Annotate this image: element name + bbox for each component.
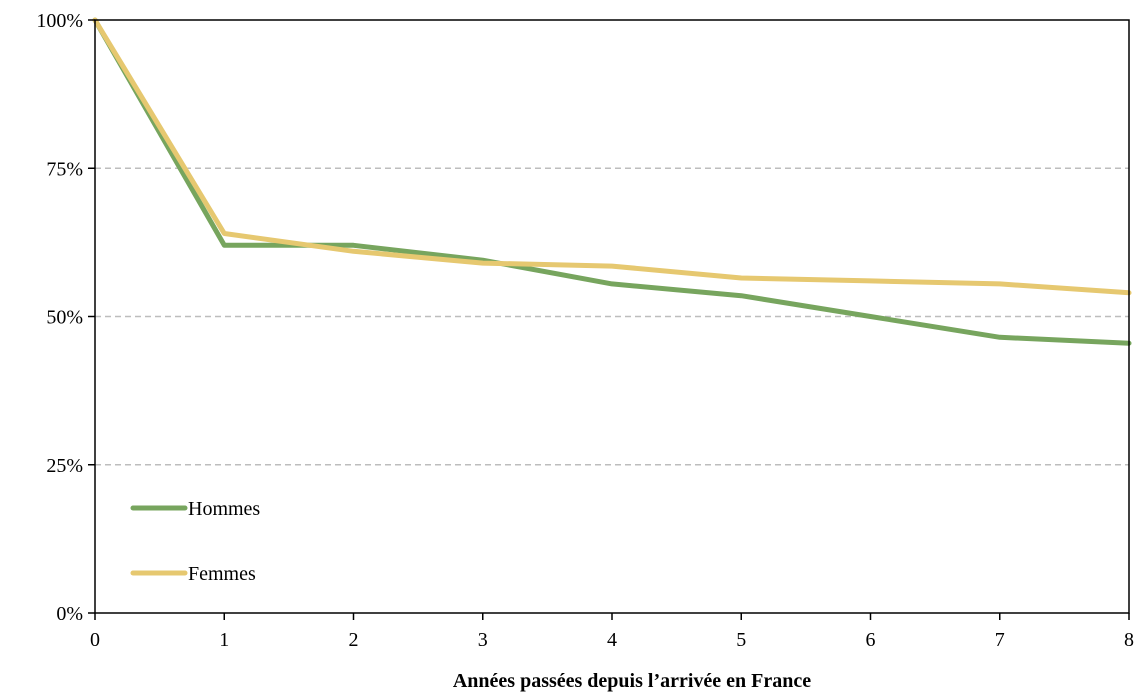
y-tick-label: 100% xyxy=(36,10,83,32)
x-tick-label: 6 xyxy=(866,629,876,651)
x-tick-label: 7 xyxy=(995,629,1005,651)
series-lines xyxy=(92,17,1132,346)
x-tick-label: 8 xyxy=(1124,629,1134,651)
x-tick-label: 3 xyxy=(478,629,488,651)
legend-label-femmes: Femmes xyxy=(188,563,256,585)
y-tick-label: 25% xyxy=(46,455,83,477)
y-tick-label: 75% xyxy=(46,158,83,180)
legend: Hommes Femmes xyxy=(130,498,260,585)
x-tick-label: 4 xyxy=(607,629,617,651)
legend-label-hommes: Hommes xyxy=(188,498,260,520)
x-tick-label: 2 xyxy=(349,629,359,651)
x-tick-label: 5 xyxy=(736,629,746,651)
y-tick-label: 50% xyxy=(46,307,83,329)
x-tick-label: 0 xyxy=(90,629,100,651)
series-line-femmes xyxy=(92,17,1132,296)
x-axis-title: Années passées depuis l’arrivée en Franc… xyxy=(453,670,811,692)
x-axis: 0 1 2 3 4 5 6 7 8 xyxy=(90,613,1134,651)
y-axis: 0% 25% 50% 75% 100% xyxy=(36,10,95,625)
y-tick-label: 0% xyxy=(56,603,83,625)
series-line-hommes xyxy=(92,17,1132,346)
gridlines xyxy=(95,167,1129,466)
x-tick-label: 1 xyxy=(219,629,229,651)
